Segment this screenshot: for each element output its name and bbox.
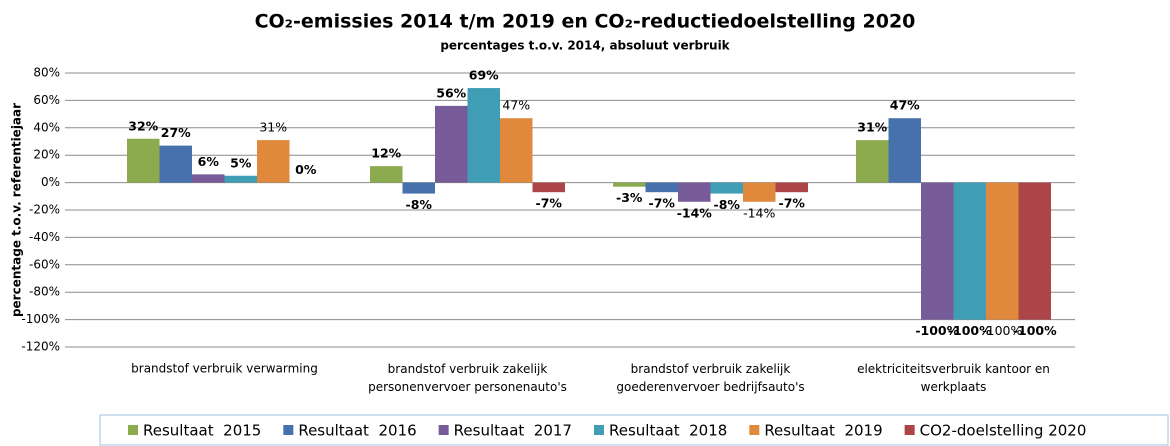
data-label: -7%	[649, 196, 676, 211]
y-tick-label: -80%	[29, 285, 60, 299]
data-label: -100%	[948, 323, 992, 338]
bar	[645, 182, 678, 193]
y-tick-label: -40%	[29, 230, 60, 244]
bar	[775, 182, 808, 193]
x-tick-label: brandstof verbruik verwarming	[131, 362, 318, 376]
bar	[532, 182, 565, 193]
legend-label: CO2-doelstelling 2020	[920, 422, 1087, 440]
legend-label: Resultaat 2017	[454, 422, 572, 440]
legend-label: Resultaat 2016	[298, 422, 416, 440]
bar	[888, 118, 921, 183]
data-label: -14%	[677, 205, 713, 220]
bar	[435, 105, 468, 183]
data-label: 5%	[230, 155, 252, 170]
bar	[613, 182, 646, 187]
legend-swatch	[438, 425, 449, 435]
legend-swatch	[749, 425, 760, 435]
data-label: -7%	[779, 196, 806, 211]
data-label: 56%	[436, 85, 466, 100]
bar	[710, 182, 743, 194]
y-tick-label: -100%	[21, 312, 60, 326]
chart-subtitle: percentages t.o.v. 2014, absoluut verbru…	[440, 39, 730, 53]
data-label: -8%	[406, 197, 433, 212]
legend-swatch	[128, 425, 138, 435]
data-label: 31%	[259, 120, 287, 135]
legend-swatch	[904, 425, 915, 435]
legend-swatch	[283, 425, 294, 435]
bar	[257, 140, 290, 183]
y-tick-label: 20%	[33, 148, 60, 162]
x-tick-label: elektriciteitsverbruik kantoor en werkpla…	[857, 362, 1050, 394]
legend-swatch	[593, 425, 604, 435]
bar	[1018, 182, 1051, 320]
x-tick-label: brandstof verbruik zakelijk personenvervo…	[368, 362, 567, 394]
data-label: -3%	[616, 190, 643, 205]
bar	[224, 175, 257, 183]
bar	[159, 145, 192, 183]
data-label: 27%	[161, 125, 191, 140]
y-tick-label: -60%	[29, 257, 60, 271]
y-tick-label: 40%	[33, 120, 60, 134]
bar	[953, 182, 986, 320]
bar	[467, 88, 500, 183]
data-label: 69%	[469, 68, 499, 83]
bar	[678, 182, 711, 202]
bar	[370, 166, 403, 183]
y-tick-label: -120%	[21, 340, 60, 354]
chart-title: CO₂-emissies 2014 t/m 2019 en CO₂-reduct…	[255, 11, 916, 33]
data-label: -100%	[1013, 323, 1057, 338]
y-tick-label: -20%	[29, 203, 60, 217]
legend-box	[99, 414, 1169, 446]
bar	[192, 174, 225, 183]
data-label: -14%	[743, 205, 775, 220]
y-axis-label: percentage t.o.v. referentiejaar	[10, 103, 24, 317]
y-tick-label: 60%	[33, 93, 60, 107]
legend-label: Resultaat 2019	[764, 422, 882, 440]
bar	[856, 140, 889, 183]
data-label: 47%	[502, 98, 530, 113]
bar	[743, 182, 776, 202]
data-label: -100%	[982, 323, 1022, 338]
y-tick-label: 80%	[33, 66, 60, 80]
legend-label: Resultaat 2018	[609, 422, 727, 440]
data-label: 31%	[857, 120, 887, 135]
bar	[921, 182, 954, 320]
bar	[500, 118, 533, 183]
bar	[127, 138, 160, 183]
data-label: 0%	[295, 162, 317, 177]
data-label: 32%	[128, 118, 158, 133]
data-label: 6%	[198, 154, 220, 169]
x-tick-label: brandstof verbruik zakelijk goederenvervo…	[616, 362, 804, 394]
data-label: -7%	[536, 196, 563, 211]
y-tick-label: 0%	[41, 175, 60, 189]
bar	[986, 182, 1019, 320]
data-label: 12%	[371, 146, 401, 161]
data-label: -8%	[714, 197, 741, 212]
legend-label: Resultaat 2015	[143, 422, 261, 440]
data-label: 47%	[890, 98, 920, 113]
data-label: -100%	[915, 323, 959, 338]
bar	[402, 182, 435, 194]
